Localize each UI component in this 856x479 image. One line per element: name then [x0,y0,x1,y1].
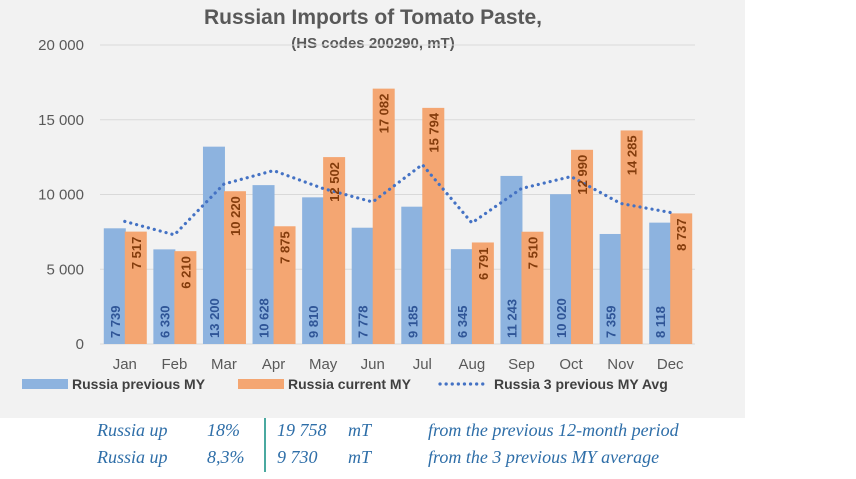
x-tick-label: May [309,356,338,373]
bar-current-sep [521,231,544,344]
summary-amount: 9 730 [277,447,318,467]
data-label-previous: 10 020 [554,298,569,338]
data-label-previous: 8 118 [653,306,668,338]
y-tick-label: 5 000 [46,261,84,278]
data-label-previous: 9 185 [405,305,420,338]
summary-unit: mT [348,420,372,440]
y-axis: 0 5 000 10 000 15 000 20 000 [38,37,84,353]
x-tick-label: Oct [559,356,583,373]
data-label-previous: 6 330 [157,305,172,338]
bar-current-oct [571,149,594,344]
data-label-previous: 13 200 [207,298,222,338]
data-label-previous: 6 345 [455,305,470,338]
data-label-current: 12 502 [327,162,342,202]
x-tick-label: Jul [413,356,432,373]
bar-previous-apr [252,185,275,344]
data-label-current: 17 082 [377,94,392,134]
summary-region: Russia up [97,420,168,440]
bar-current-nov [620,130,643,344]
data-label-current: 7 517 [129,237,144,270]
bar-previous-nov [599,233,622,344]
bar-current-dec [670,213,693,344]
bar-previous-aug [450,249,473,344]
bar-previous-jul [401,206,424,344]
bar-previous-jun [351,227,374,344]
avg-line-layer [123,162,672,237]
bar-current-jul [422,107,445,344]
bar-current-may [323,157,346,344]
data-label-current: 6 210 [178,256,193,289]
y-tick-label: 10 000 [38,187,84,204]
bar-previous-dec [649,222,672,344]
x-axis: Jan Feb Mar Apr May Jun Jul Aug Sep Oct Nov Dec [113,356,684,373]
summary-row: Russia up 18% 19 758 mT from the previou… [0,420,856,446]
data-label-current: 7 510 [525,237,540,270]
x-tick-label: Nov [607,356,634,373]
data-label-current: 14 285 [625,135,640,175]
y-tick-label: 20 000 [38,37,84,54]
data-label-current: 10 220 [228,196,243,236]
bar-previous-oct [550,194,573,344]
bar-previous-jan [103,228,126,344]
y-tick-label: 0 [76,336,84,353]
summary-percent: 8,3% [207,447,245,467]
y-tick-label: 15 000 [38,112,84,129]
data-label-previous: 7 359 [604,305,619,338]
x-tick-label: Jun [361,356,385,373]
summary-panel: Russia up 18% 19 758 mT from the previou… [0,418,856,479]
x-tick-label: Dec [657,356,684,373]
summary-description: from the previous 12-month period [428,420,679,440]
summary-separator [264,418,266,472]
legend-label-previous: Russia previous MY [72,376,206,392]
bar-current-jan [124,231,147,344]
chart: Russian Imports of Tomato Paste, (HS cod… [22,6,695,392]
legend-swatch-current [238,379,284,389]
data-label-previous: 7 778 [356,305,371,338]
bar-previous-sep [500,175,523,344]
data-labels: 7 739 7 517 6 330 6 210 13 200 10 220 10 628 7 … [108,94,689,338]
data-label-previous: 10 628 [257,298,272,338]
data-label-current: 15 794 [426,112,441,153]
data-label-previous: 11 243 [504,299,519,338]
bars [103,88,693,344]
summary-region: Russia up [97,447,168,467]
bar-previous-may [302,197,325,344]
data-label-previous: 7 739 [108,305,123,338]
data-label-current: 8 737 [674,218,689,251]
x-tick-label: Mar [211,356,237,373]
summary-percent: 18% [207,420,240,440]
legend-label-avg: Russia 3 previous MY Avg [494,376,668,392]
bar-current-aug [471,242,494,344]
summary-row: Russia up 8,3% 9 730 mT from the 3 previ… [0,447,856,473]
legend-label-current: Russia current MY [288,376,412,392]
data-label-current: 6 791 [476,247,491,280]
bar-current-jun [372,88,395,344]
x-tick-label: Sep [508,356,535,373]
bar-current-apr [273,226,296,344]
data-label-current: 7 875 [278,231,293,264]
chart-subtitle: (HS codes 200290, mT) [291,35,454,52]
bar-current-mar [223,191,246,344]
data-label-current: 12 990 [575,155,590,195]
x-tick-label: Jan [113,356,137,373]
data-label-previous: 9 810 [306,305,321,338]
summary-description: from the 3 previous MY average [428,447,660,467]
chart-panel: Russian Imports of Tomato Paste, (HS cod… [0,0,745,418]
grid [100,44,695,345]
avg-line [123,162,672,237]
chart-title: Russian Imports of Tomato Paste, [204,6,542,29]
x-tick-label: Feb [161,356,187,373]
x-tick-label: Aug [459,356,486,373]
bar-previous-feb [153,249,176,344]
summary-unit: mT [348,447,372,467]
x-tick-label: Apr [262,356,285,373]
summary-amount: 19 758 [277,420,327,440]
legend-swatch-previous [22,379,68,389]
legend: Russia previous MY Russia current MY Russi… [22,376,668,392]
bar-previous-mar [202,146,225,344]
bar-current-feb [174,251,197,344]
